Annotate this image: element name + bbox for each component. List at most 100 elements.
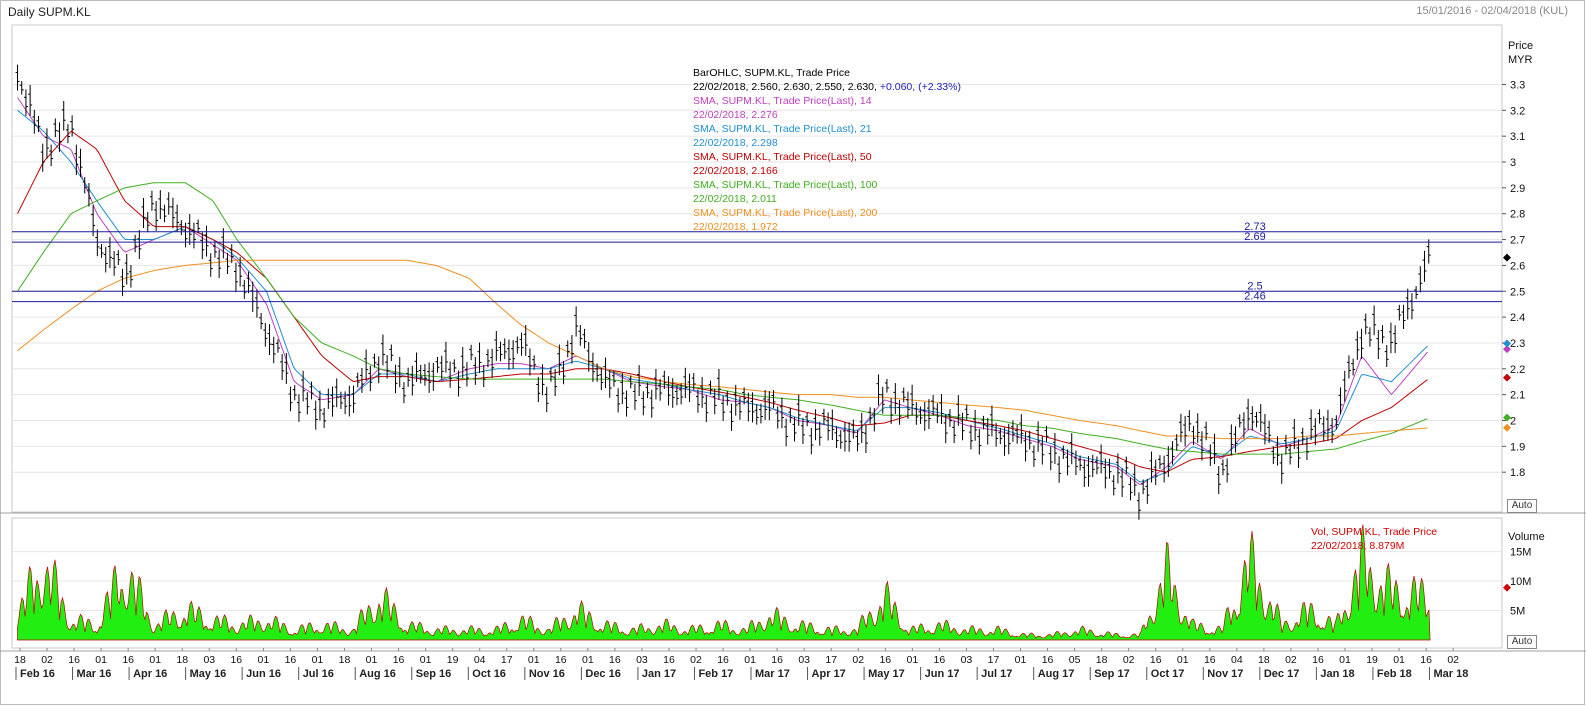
x-day-label: 01 — [1393, 654, 1405, 666]
x-day-label: 16 — [771, 654, 783, 666]
x-day-label: 19 — [1366, 654, 1378, 666]
price-tick-label: 3.3 — [1510, 79, 1525, 91]
x-month-label: Sep 17 — [1094, 668, 1129, 680]
x-month-label: Jan 18 — [1320, 668, 1354, 680]
x-month-label: Jul 16 — [303, 668, 334, 680]
x-month-label: Feb 18 — [1377, 668, 1412, 680]
x-day-label: 18 — [1258, 654, 1270, 666]
x-day-label: 16 — [609, 654, 621, 666]
x-day-label: 01 — [366, 654, 378, 666]
sma14-legend-name: SMA, SUPM.KL, Trade Price(Last), 14 — [693, 95, 872, 107]
x-day-label: 16 — [663, 654, 675, 666]
x-month-label: Apr 16 — [133, 668, 167, 680]
price-tick-label: 2.7 — [1510, 235, 1525, 247]
x-day-label: 05 — [1069, 654, 1081, 666]
price-tick-label: 1.8 — [1510, 467, 1525, 479]
sma200-marker — [1503, 423, 1511, 432]
price-tick-label: 3.2 — [1510, 105, 1525, 117]
price-tick-label: 2.9 — [1510, 183, 1525, 195]
x-day-label: 19 — [447, 654, 459, 666]
x-month-label: Jul 17 — [981, 668, 1012, 680]
ohlc-legend-name: BarOHLC, SUPM.KL, Trade Price — [693, 67, 850, 79]
x-month-label: Jun 17 — [925, 668, 960, 680]
sma50-marker — [1503, 373, 1511, 382]
sma50-line — [17, 130, 1428, 473]
x-day-label: 01 — [1015, 654, 1027, 666]
price-tick-label: 3.1 — [1510, 131, 1525, 143]
price-pane-border — [11, 24, 1503, 513]
volume-auto-button[interactable]: Auto — [1507, 635, 1537, 649]
sma200-legend-name: SMA, SUPM.KL, Trade Price(Last), 200 — [693, 207, 878, 219]
x-day-label: 16 — [1204, 654, 1216, 666]
x-month-label: Apr 17 — [812, 668, 846, 680]
x-day-label: 16 — [717, 654, 729, 666]
chart-title: Daily SUPM.KL — [8, 5, 91, 19]
x-day-label: 17 — [988, 654, 1000, 666]
ohlc-legend-change: +0.060, (+2.33%) — [879, 81, 961, 93]
x-day-label: 18 — [1096, 654, 1108, 666]
sma21-marker — [1503, 339, 1511, 348]
x-day-label: 03 — [961, 654, 973, 666]
x-day-label: 02 — [1123, 654, 1135, 666]
x-day-label: 18 — [339, 654, 351, 666]
x-day-label: 01 — [528, 654, 540, 666]
x-day-label: 01 — [1339, 654, 1351, 666]
x-day-label: 01 — [258, 654, 270, 666]
x-day-label: 01 — [744, 654, 756, 666]
sma100-marker — [1503, 413, 1511, 422]
reference-line-label: 2.5 — [1247, 280, 1262, 292]
x-day-label: 02 — [690, 654, 702, 666]
x-day-label: 16 — [934, 654, 946, 666]
x-day-label: 01 — [95, 654, 107, 666]
x-day-label: 01 — [907, 654, 919, 666]
x-day-label: 02 — [1285, 654, 1297, 666]
volume-area — [17, 524, 1431, 641]
x-day-label: 02 — [852, 654, 864, 666]
sma100-legend-name: SMA, SUPM.KL, Trade Price(Last), 100 — [693, 179, 878, 191]
x-day-label: 01 — [420, 654, 432, 666]
last-volume-marker — [1503, 583, 1511, 592]
x-month-label: Feb 17 — [698, 668, 733, 680]
x-month-label: Dec 16 — [585, 668, 620, 680]
sma21-legend-name: SMA, SUPM.KL, Trade Price(Last), 21 — [693, 123, 872, 135]
x-month-label: Oct 16 — [472, 668, 506, 680]
sma200-line — [17, 259, 1428, 440]
x-day-label: 04 — [474, 654, 486, 666]
x-day-label: 02 — [41, 654, 53, 666]
price-auto-button[interactable]: Auto — [1507, 499, 1537, 513]
reference-line-label: 2.46 — [1244, 291, 1265, 303]
x-day-label: 16 — [230, 654, 242, 666]
x-day-label: 18 — [176, 654, 188, 666]
reference-line-label: 2.73 — [1244, 221, 1265, 233]
sma14-legend-value: 22/02/2018, 2.276 — [693, 109, 778, 121]
x-month-label: May 16 — [190, 668, 227, 680]
x-month-label: Nov 17 — [1207, 668, 1243, 680]
x-month-label: Feb 16 — [20, 668, 55, 680]
price-tick-label: 3 — [1510, 157, 1516, 169]
sma50-legend-value: 22/02/2018, 2.166 — [693, 165, 778, 177]
x-day-label: 01 — [582, 654, 594, 666]
x-day-label: 16 — [1042, 654, 1054, 666]
sma100-legend-value: 22/02/2018, 2.011 — [693, 193, 777, 205]
x-day-label: 01 — [312, 654, 324, 666]
volume-legend-name: Vol, SUPM.KL, Trade Price — [1311, 526, 1438, 538]
x-month-label: Mar 18 — [1433, 668, 1468, 680]
sma21-line — [17, 109, 1428, 483]
x-month-label: Jun 16 — [246, 668, 281, 680]
price-tick-label: 2.2 — [1510, 364, 1525, 376]
x-month-label: Mar 16 — [77, 668, 112, 680]
x-day-label: 01 — [149, 654, 161, 666]
x-day-label: 04 — [1231, 654, 1243, 666]
last-price-marker — [1503, 253, 1511, 262]
price-legend: BarOHLC, SUPM.KL, Trade Price 22/02/2018… — [693, 66, 961, 234]
date-range: 15/01/2016 - 02/04/2018 (KUL) — [1416, 5, 1568, 17]
reference-line-label: 2.69 — [1244, 231, 1265, 243]
x-day-label: 16 — [285, 654, 297, 666]
price-tick-label: 2.8 — [1510, 209, 1525, 221]
x-day-label: 16 — [879, 654, 891, 666]
price-tick-label: 2.6 — [1510, 260, 1525, 272]
volume-legend: Vol, SUPM.KL, Trade Price 22/02/2018, 8.… — [1311, 525, 1437, 553]
x-day-label: 16 — [1150, 654, 1162, 666]
